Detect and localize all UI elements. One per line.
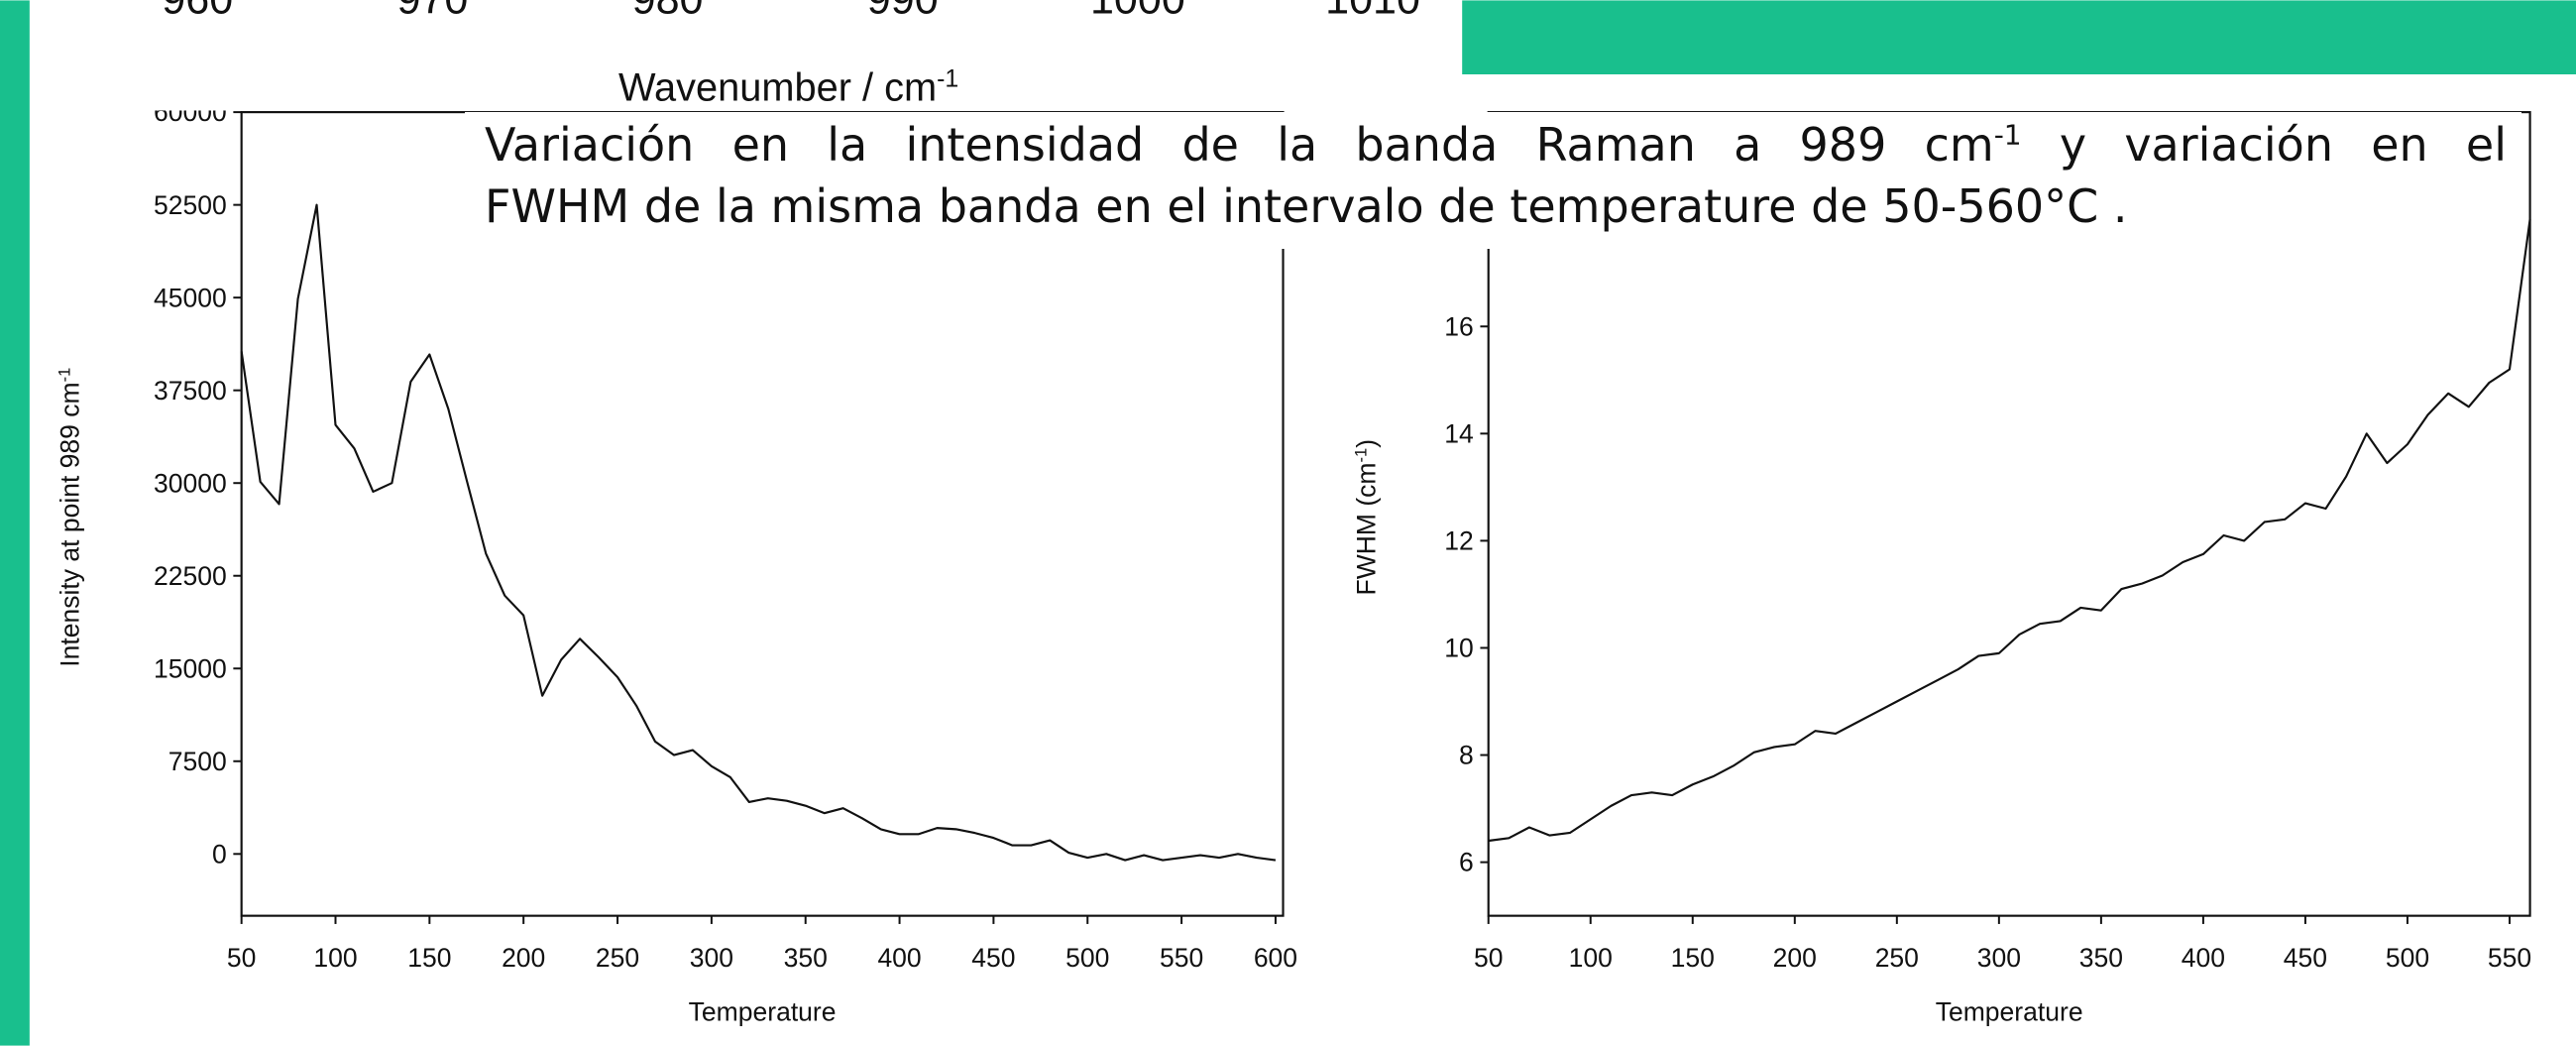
x-tick-label: 100 — [313, 943, 357, 973]
y-axis-title-text: ) — [1351, 439, 1381, 448]
x-tick-label: 250 — [596, 943, 639, 973]
charts: 50 100 150 200 250 300 350 400 450 500 550 600 0 7500… — [55, 97, 2531, 1026]
y-tick-label: 30000 — [154, 468, 227, 498]
caption-text: FWHM de la misma banda en el intervalo d… — [485, 179, 2128, 233]
x-tick-label: 250 — [1875, 943, 1919, 973]
crop-overlay — [29, 0, 1463, 111]
x-tick-label: 100 — [1569, 943, 1613, 973]
x-tick-label: 960 — [162, 0, 233, 24]
x-tick-label: 970 — [396, 0, 468, 24]
x-tick-label: 200 — [1773, 943, 1817, 973]
x-tick-label: 50 — [1474, 943, 1504, 973]
y-tick-label: 0 — [212, 839, 227, 869]
x-tick-label: 550 — [2488, 943, 2531, 973]
x-tick-label: 500 — [1065, 943, 1109, 973]
line-chart: 50 100 150 200 250 300 350 400 450 500 550 6 8 10 12 14… — [1351, 111, 2531, 1027]
x-tick-label: 500 — [2386, 943, 2429, 973]
x-tick-label: 200 — [502, 943, 545, 973]
x-axis-title: Temperature — [689, 997, 837, 1027]
data-line — [240, 203, 1277, 862]
x-tick-label: 400 — [2182, 943, 2225, 973]
caption-text: y variación en el — [2059, 118, 2507, 172]
x-tick-label: 450 — [971, 943, 1015, 973]
x-tick-label: 350 — [2079, 943, 2123, 973]
y-axis-title-text: FWHM (cm — [1351, 462, 1381, 595]
caption-text: Variación en la intensidad de la banda R… — [485, 118, 1994, 172]
x-tick-label: 450 — [2284, 943, 2327, 973]
y-tick-label: 14 — [1444, 418, 1474, 448]
y-tick-label: 22500 — [154, 561, 227, 591]
y-axis-title: Intensity at point 989 cm-1 — [55, 368, 84, 667]
x-tick-label: 600 — [1254, 943, 1297, 973]
line-chart: 50 100 150 200 250 300 350 400 450 500 550 600 0 7500… — [55, 97, 1297, 1026]
x-tick-label: 150 — [1671, 943, 1715, 973]
y-tick-label: 15000 — [154, 653, 227, 683]
x-tick-label: 550 — [1160, 943, 1203, 973]
y-tick-label: 7500 — [168, 747, 227, 776]
y-axis-title-text: Intensity at point 989 cm — [56, 382, 85, 666]
caption-line: Variación en la intensidad de la banda R… — [485, 114, 2507, 175]
y-axis-title-superscript: -1 — [1351, 448, 1370, 463]
y-tick-label: 45000 — [154, 283, 227, 312]
y-axis-title-superscript: -1 — [55, 368, 73, 383]
x-axis-title-superscript: -1 — [937, 65, 958, 93]
y-tick-label: 10 — [1444, 634, 1474, 663]
x-tick-label: 300 — [690, 943, 733, 973]
accent-block — [1462, 0, 2576, 74]
y-tick-label: 52500 — [154, 190, 227, 220]
y-tick-label: 12 — [1444, 526, 1474, 556]
x-axis-title-text: Wavenumber / cm — [618, 66, 937, 110]
y-axis-title: FWHM (cm-1) — [1351, 439, 1381, 596]
cropped-axis: 960 970 980 990 1000 1010 Wavenumber / cm-1 — [162, 0, 1420, 110]
x-tick-label: 350 — [784, 943, 828, 973]
y-tick-label: 8 — [1459, 741, 1474, 770]
x-tick-label: 1000 — [1090, 0, 1185, 24]
x-tick-label: 400 — [877, 943, 921, 973]
x-tick-label: 980 — [632, 0, 704, 24]
accent-bar — [0, 0, 30, 1046]
x-tick-label: 1010 — [1325, 0, 1420, 24]
data-line — [1488, 219, 2531, 843]
y-tick-label: 37500 — [154, 376, 227, 406]
caption: Variación en la intensidad de la banda R… — [465, 112, 2521, 249]
y-tick-label: 16 — [1444, 311, 1474, 341]
x-axis-title: Wavenumber / cm-1 — [618, 65, 958, 110]
caption-superscript: -1 — [1993, 118, 2022, 152]
x-tick-label: 990 — [867, 0, 939, 24]
caption-line: FWHM de la misma banda en el intervalo d… — [485, 175, 2507, 237]
y-tick-label: 6 — [1459, 848, 1474, 877]
x-tick-label: 300 — [1977, 943, 2021, 973]
x-tick-label: 50 — [227, 943, 257, 973]
x-axis-title: Temperature — [1936, 997, 2083, 1027]
x-tick-label: 150 — [407, 943, 451, 973]
